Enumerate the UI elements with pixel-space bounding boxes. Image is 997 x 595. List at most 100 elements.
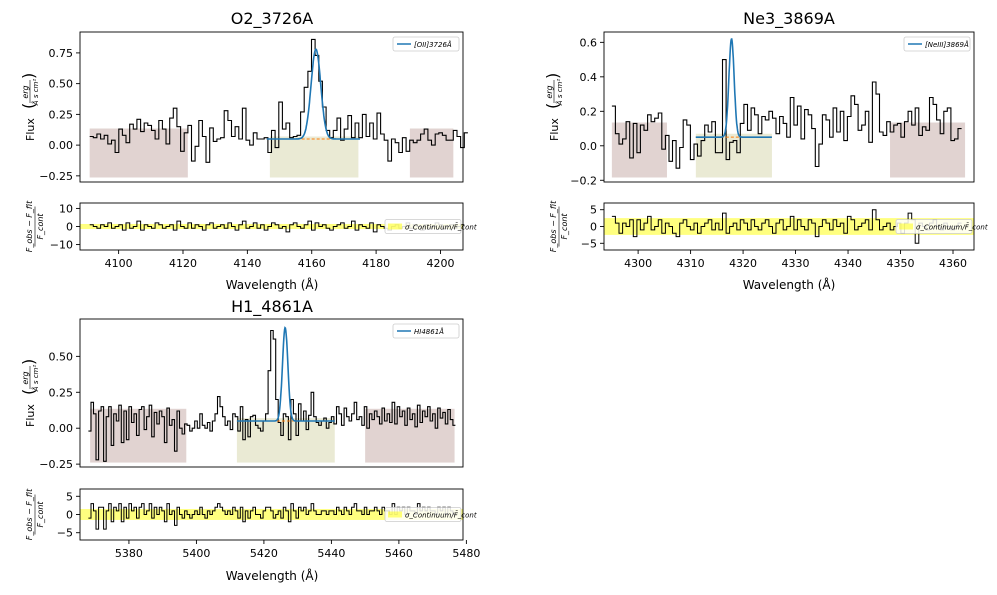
y-axis-label-paren: ( <box>543 103 562 109</box>
resid-y-axis-label: F_obs − F_fit F_cont <box>549 200 569 252</box>
x-tick-label: 4180 <box>362 257 390 270</box>
x-tick-label: 4330 <box>782 257 810 270</box>
y-tick-label: 0.6 <box>580 36 598 49</box>
continuum-band-2 <box>890 122 966 178</box>
x-tick-label: 5400 <box>182 547 210 560</box>
resid-y-tick-label: 0 <box>66 509 73 522</box>
x-axis-label: Wavelength (Å) <box>226 277 319 292</box>
resid-y-label-num: F_obs − F_fit <box>25 488 34 540</box>
x-tick-label: 4340 <box>834 257 862 270</box>
resid-y-axis-label: F_obs − F_fit F_cont <box>25 200 45 252</box>
legend-label: HI4861Å <box>414 327 444 336</box>
resid-y-tick-label: 5 <box>66 490 73 503</box>
y-tick-label: 0.4 <box>580 71 598 84</box>
y-tick-label: 0.00 <box>49 422 74 435</box>
chart-2: Ne3_3869A −0.2 0.0 0.2 0.4 0.6 [NeIII]3869Å Flu… <box>543 9 988 292</box>
spectrum-line <box>89 38 468 163</box>
y-axis-label-paren: ( <box>19 103 38 109</box>
legend-box <box>903 36 971 52</box>
y-axis-label-text: Flux <box>24 118 37 141</box>
x-tick-label: 4320 <box>729 257 757 270</box>
chart-title: Ne3_3869A <box>743 9 835 29</box>
y-tick-label: −0.25 <box>39 170 73 183</box>
resid-legend-label: σ_Continuum/F̄_cont <box>405 510 477 519</box>
x-tick-label: 5420 <box>250 547 278 560</box>
x-tick-label: 4300 <box>624 257 652 270</box>
chart-3: H1_4861A −0.25 0.00 0.25 0.50 HI4861Å Flux (erg… <box>19 297 480 583</box>
resid-legend-box <box>384 507 462 522</box>
x-tick-label: 4350 <box>887 257 915 270</box>
x-tick-label: 4160 <box>298 257 326 270</box>
resid-y-label-num: F_obs − F_fit <box>25 200 34 252</box>
resid-legend-label: σ_Continuum/F̄_cont <box>405 222 477 231</box>
resid-y-label-num: F_obs − F_fit <box>549 200 558 252</box>
y-axis-label: Flux ( erg Å s cm²) <box>19 73 40 141</box>
y-axis-label-den: Å s cm² <box>31 365 40 393</box>
y-tick-label: 0.2 <box>580 105 598 118</box>
resid-y-tick-label: 10 <box>59 202 73 215</box>
resid-y-tick-label: −5 <box>581 237 597 250</box>
x-tick-label: 4100 <box>105 257 133 270</box>
y-axis-label-paren: ( <box>19 389 38 395</box>
resid-y-tick-label: 0 <box>590 221 597 234</box>
legend-box <box>392 323 460 339</box>
legend-label: [NeIII]3869Å <box>925 40 969 49</box>
x-axis-label: Wavelength (Å) <box>743 277 836 292</box>
y-axis-label-num: erg <box>21 371 30 384</box>
sigma-band <box>80 509 463 520</box>
resid-y-tick-label: −5 <box>57 527 73 540</box>
x-tick-label: 5440 <box>317 547 345 560</box>
y-axis-label-den: Å s cm² <box>31 79 40 107</box>
spectrum-line <box>88 329 456 462</box>
x-tick-label: 4200 <box>426 257 454 270</box>
resid-y-tick-label: 5 <box>590 204 597 217</box>
x-tick-label: 4140 <box>233 257 261 270</box>
y-axis-label: Flux ( erg Å s cm²) <box>543 73 564 141</box>
resid-legend-swatch <box>899 223 913 230</box>
y-axis-label-text: Flux <box>24 404 37 427</box>
y-tick-label: 0.75 <box>49 47 74 60</box>
continuum-band-1 <box>89 128 188 178</box>
resid-y-label-den: F_cont <box>36 213 45 240</box>
y-axis-label-num: erg <box>21 85 30 98</box>
y-tick-label: 0.50 <box>49 78 74 91</box>
y-axis-label: Flux ( erg Å s cm²) <box>19 359 40 427</box>
y-axis-label-paren: ) <box>19 359 38 365</box>
y-tick-label: 0.50 <box>49 350 74 363</box>
resid-legend-swatch <box>388 223 402 230</box>
x-tick-label: 4120 <box>169 257 197 270</box>
y-axis-label-text: Flux <box>548 118 561 141</box>
x-axis-label: Wavelength (Å) <box>226 568 319 583</box>
y-tick-label: 0.25 <box>49 108 74 121</box>
y-axis-label-num: erg <box>545 85 554 98</box>
x-tick-label: 5380 <box>115 547 143 560</box>
x-tick-label: 4360 <box>939 257 967 270</box>
resid-y-label-den: F_cont <box>36 501 45 528</box>
resid-y-tick-label: −10 <box>50 239 73 252</box>
gaussian-fit-line <box>266 48 360 140</box>
line-band <box>269 136 359 178</box>
continuum-band-2 <box>409 128 454 178</box>
chart-title: O2_3726A <box>231 9 313 29</box>
main-axes-frame <box>603 31 975 183</box>
resid-legend-box <box>384 219 462 234</box>
y-axis-label-paren: ) <box>19 73 38 79</box>
gaussian-fit-line <box>695 37 772 138</box>
chart-1: O2_3726A −0.25 0.00 0.25 0.50 0.75 [OII]3726Å F… <box>19 9 477 292</box>
resid-y-tick-label: 0 <box>66 221 73 234</box>
spectrum-line <box>611 59 962 169</box>
main-axes-frame <box>79 31 464 183</box>
y-axis-label-den: Å s cm² <box>555 79 564 107</box>
resid-y-label-den: F_cont <box>560 213 569 240</box>
y-axis-label-paren: ) <box>543 73 562 79</box>
residual-line <box>88 503 456 530</box>
y-tick-label: 0.25 <box>49 386 74 399</box>
resid-legend-box <box>895 219 973 234</box>
y-tick-label: −0.25 <box>39 458 73 471</box>
continuum-band-1 <box>611 122 667 178</box>
resid-legend-label: σ_Continuum/F̄_cont <box>916 222 988 231</box>
y-tick-label: 0.00 <box>49 139 74 152</box>
gaussian-fit-line <box>236 326 335 422</box>
